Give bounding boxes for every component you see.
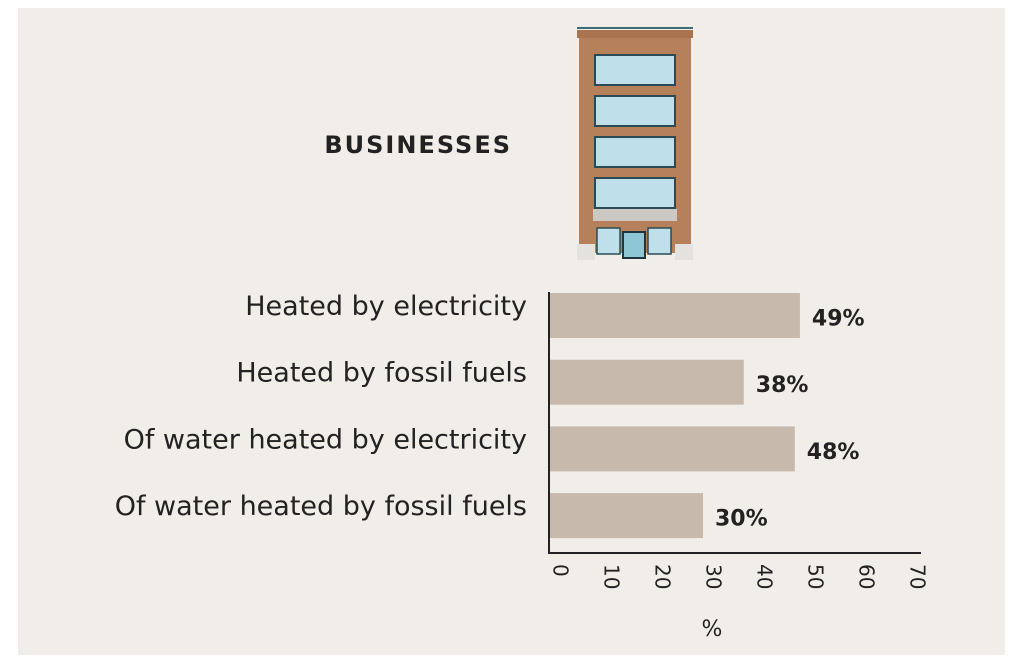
background: [18, 8, 1005, 655]
x-tick-label: 0: [549, 564, 573, 577]
value-label: 38%: [756, 373, 809, 398]
x-tick-label: 60: [855, 564, 879, 589]
chart-title: BUSINESSES: [324, 131, 512, 159]
y-tick-label: Of water heated by fossil fuels: [115, 491, 527, 522]
x-tick-label: 50: [804, 564, 828, 589]
x-axis-label: %: [702, 617, 723, 642]
x-tick-label: 10: [600, 564, 624, 589]
bar: [550, 493, 703, 539]
y-tick-label: Heated by fossil fuels: [236, 358, 527, 389]
x-tick-label: 40: [753, 564, 777, 589]
y-tick-label: Heated by electricity: [245, 291, 527, 322]
bar: [550, 426, 795, 472]
y-tick-label: Of water heated by electricity: [124, 424, 527, 455]
bar: [550, 359, 744, 405]
x-tick-label: 30: [702, 564, 726, 589]
building-illustration: [577, 27, 693, 260]
value-label: 49%: [812, 307, 865, 332]
bar: [550, 293, 800, 338]
value-label: 48%: [807, 440, 860, 465]
x-tick-label: 70: [906, 564, 930, 589]
value-label: 30%: [715, 507, 768, 532]
x-tick-label: 20: [651, 564, 675, 589]
